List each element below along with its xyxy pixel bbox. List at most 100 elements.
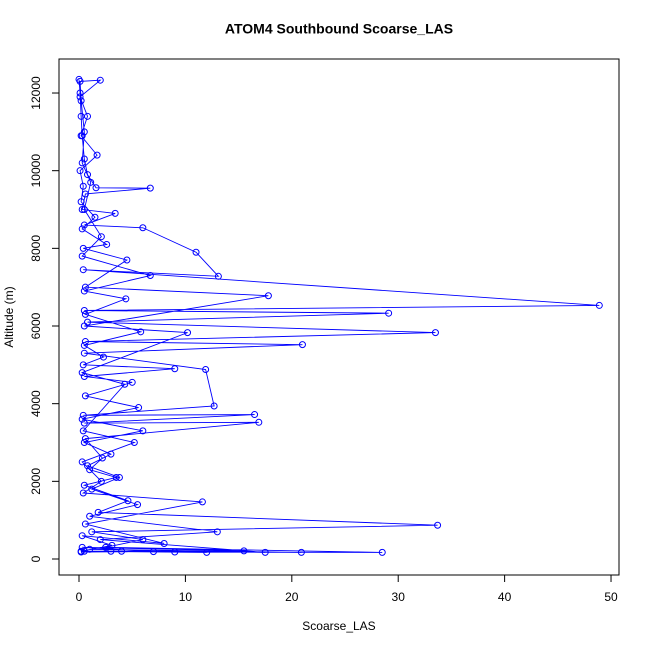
x-tick-label: 50 bbox=[604, 590, 618, 604]
data-point bbox=[115, 473, 123, 481]
data-point bbox=[84, 171, 92, 179]
y-tick-label: 10000 bbox=[29, 154, 43, 188]
data-point bbox=[88, 528, 96, 536]
data-point bbox=[81, 392, 89, 400]
data-point bbox=[431, 329, 439, 337]
y-axis-label: Altitude (m) bbox=[2, 286, 16, 347]
data-point bbox=[80, 322, 88, 330]
data-point bbox=[98, 454, 106, 462]
data-point bbox=[77, 97, 85, 105]
data-point bbox=[203, 548, 211, 556]
data-point bbox=[171, 365, 179, 373]
data-point bbox=[80, 155, 88, 163]
data-point bbox=[385, 309, 393, 317]
x-tick-label: 0 bbox=[76, 590, 83, 604]
data-point bbox=[434, 521, 442, 529]
data-point bbox=[96, 536, 104, 544]
data-point bbox=[86, 466, 94, 474]
data-point bbox=[213, 528, 221, 536]
data-point bbox=[97, 233, 105, 241]
data-point bbox=[87, 178, 95, 186]
data-point bbox=[76, 89, 84, 97]
data-point bbox=[595, 301, 603, 309]
data-point bbox=[261, 548, 269, 556]
data-point bbox=[298, 341, 306, 349]
data-point bbox=[80, 128, 88, 136]
x-tick-label: 40 bbox=[498, 590, 512, 604]
data-point bbox=[78, 415, 86, 423]
data-point bbox=[146, 272, 154, 280]
data-point bbox=[149, 548, 157, 556]
y-tick-label: 0 bbox=[29, 555, 43, 562]
data-point bbox=[77, 198, 85, 206]
data-point bbox=[78, 159, 86, 167]
data-point bbox=[79, 266, 87, 274]
data-point bbox=[81, 520, 89, 528]
x-axis-label: Scoarse_LAS bbox=[302, 619, 375, 633]
data-point bbox=[80, 306, 88, 314]
data-point bbox=[297, 548, 305, 556]
data-point bbox=[80, 287, 88, 295]
data-point bbox=[97, 477, 105, 485]
data-point bbox=[80, 221, 88, 229]
data-point bbox=[78, 369, 86, 377]
data-point bbox=[160, 539, 168, 547]
data-point bbox=[92, 184, 100, 192]
data-point bbox=[80, 372, 88, 380]
x-tick-label: 30 bbox=[392, 590, 406, 604]
data-point bbox=[202, 366, 210, 374]
data-point bbox=[93, 151, 101, 159]
data-point bbox=[96, 76, 104, 84]
data-point bbox=[80, 481, 88, 489]
data-point bbox=[121, 380, 129, 388]
data-point bbox=[84, 112, 92, 120]
data-point bbox=[378, 548, 386, 556]
data-point bbox=[124, 497, 132, 505]
y-tick-label: 12000 bbox=[29, 76, 43, 110]
data-point bbox=[251, 411, 259, 419]
data-point bbox=[146, 184, 154, 192]
data-point bbox=[240, 547, 248, 555]
data-point bbox=[134, 501, 142, 509]
data-point bbox=[139, 427, 147, 435]
chart-title: ATOM4 Southbound Scoarse_LAS bbox=[225, 21, 453, 37]
data-point bbox=[81, 190, 89, 198]
data-point bbox=[103, 240, 111, 248]
data-point bbox=[123, 256, 131, 264]
data-point bbox=[80, 547, 88, 555]
data-point bbox=[80, 419, 88, 427]
data-point bbox=[99, 353, 107, 361]
data-point bbox=[184, 329, 192, 337]
data-point bbox=[139, 224, 147, 232]
data-point bbox=[78, 206, 86, 214]
data-point bbox=[122, 295, 130, 303]
data-point bbox=[79, 182, 87, 190]
data-point bbox=[112, 473, 120, 481]
data-point bbox=[81, 435, 89, 443]
data-point bbox=[78, 225, 86, 233]
data-point bbox=[102, 543, 110, 551]
y-tick-label: 4000 bbox=[29, 390, 43, 417]
data-point bbox=[135, 404, 143, 412]
data-point bbox=[130, 439, 138, 447]
x-tick-label: 10 bbox=[179, 590, 193, 604]
data-point bbox=[88, 485, 96, 493]
data-point bbox=[81, 310, 89, 318]
data-point bbox=[91, 213, 99, 221]
data-point bbox=[76, 93, 84, 101]
data-point bbox=[79, 411, 87, 419]
data-point bbox=[76, 77, 84, 85]
data-point bbox=[78, 543, 86, 551]
data-point bbox=[86, 512, 94, 520]
y-tick-label: 6000 bbox=[29, 312, 43, 339]
data-point bbox=[79, 427, 87, 435]
data-line bbox=[78, 79, 600, 553]
data-point bbox=[77, 548, 85, 556]
data-point bbox=[76, 167, 84, 175]
data-point bbox=[210, 402, 218, 410]
data-point bbox=[214, 272, 222, 280]
data-point bbox=[255, 418, 263, 426]
data-point bbox=[78, 532, 86, 540]
data-point bbox=[78, 458, 86, 466]
